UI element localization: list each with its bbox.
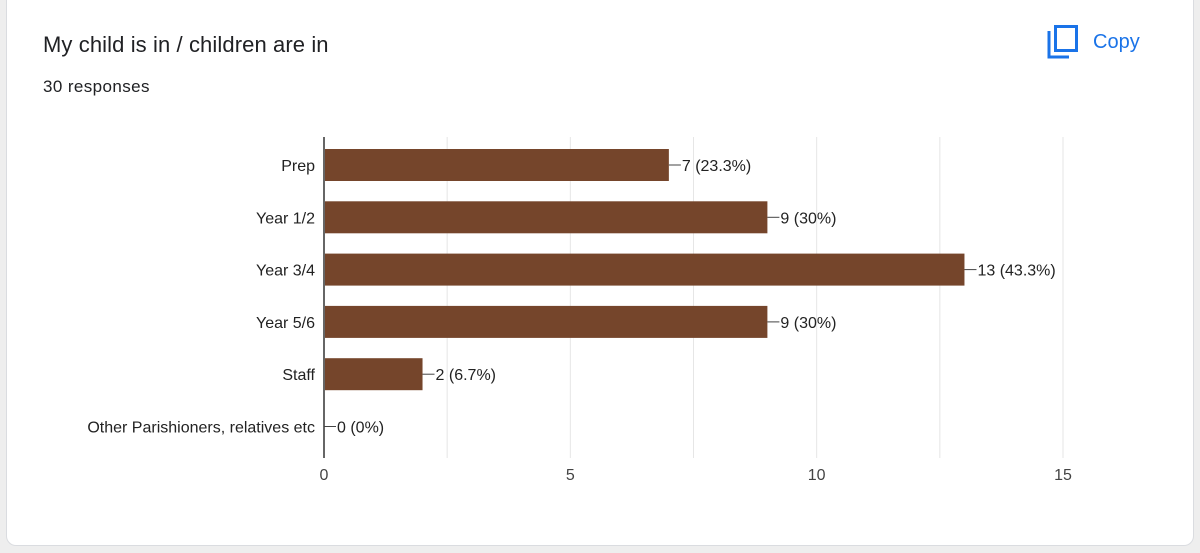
bar [325,305,768,338]
category-label: Prep [281,158,315,175]
copy-icon [1047,25,1078,59]
x-tick-label: 10 [808,467,826,484]
category-label: Staff [282,367,315,384]
bar [325,149,669,181]
copy-label: Copy [1093,30,1140,53]
response-count: 30 responses [43,77,150,96]
x-tick-label: 15 [1054,467,1072,484]
data-label: 13 (43.3%) [977,263,1055,280]
category-label: Year 1/2 [256,210,315,227]
data-label: 9 (30%) [780,315,836,332]
chart-card: My child is in / children are in 30 resp… [6,0,1194,546]
category-label: Other Parishioners, relatives etc [87,420,315,437]
data-label: 0 (0%) [337,420,384,437]
category-label: Year 5/6 [256,315,315,332]
category-label: Year 3/4 [256,263,315,280]
x-tick-label: 0 [320,467,329,484]
data-label: 7 (23.3%) [682,158,751,175]
bar [325,358,423,391]
data-label: 9 (30%) [780,210,836,227]
chart-title: My child is in / children are in [43,32,329,57]
x-tick-label: 5 [566,467,575,484]
copy-button[interactable]: Copy [1047,24,1140,60]
data-label: 2 (6.7%) [436,367,496,384]
bar [325,253,965,286]
bar [325,201,768,234]
